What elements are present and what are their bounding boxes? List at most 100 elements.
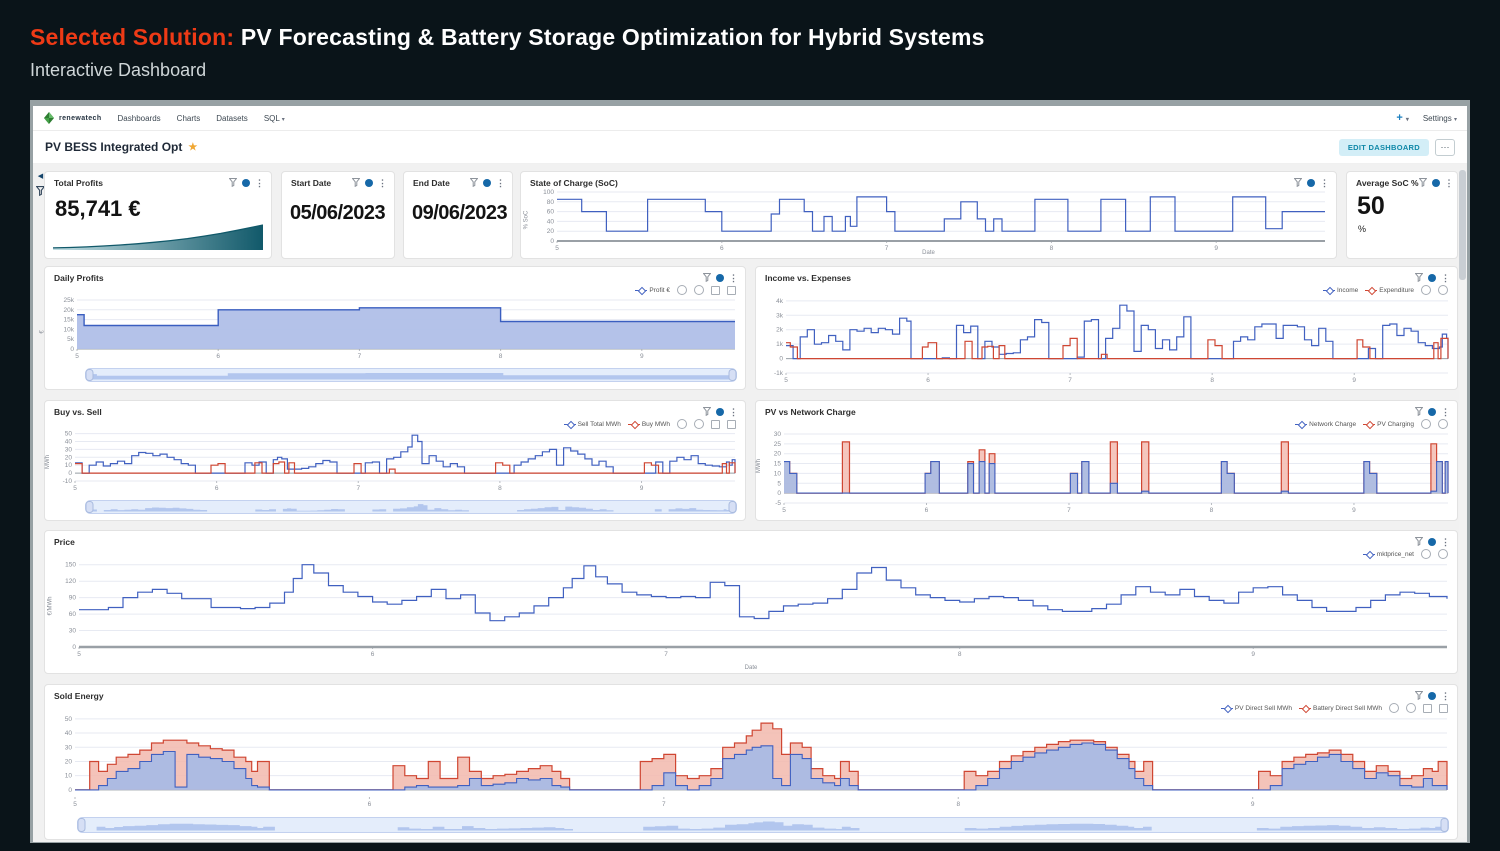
zoom-icon[interactable] xyxy=(677,285,687,295)
cross-filter-badge[interactable] xyxy=(1428,273,1436,282)
legend-item[interactable]: PV Charging xyxy=(1363,421,1414,428)
kebab-menu-icon[interactable]: ⋮ xyxy=(729,406,738,417)
kebab-menu-icon[interactable]: ⋮ xyxy=(496,177,505,188)
kebab-menu-icon[interactable]: ⋮ xyxy=(1441,406,1450,417)
pv-network-chart[interactable]: -5 0 5 10 15 20 25 30 5 6 7 8 9 xyxy=(762,429,1452,515)
brand-name: renewatech xyxy=(59,114,102,122)
svg-text:0: 0 xyxy=(68,470,72,477)
cross-filter-badge[interactable] xyxy=(1428,407,1436,416)
svg-text:8: 8 xyxy=(1210,377,1214,384)
cross-filter-badge[interactable] xyxy=(483,178,491,187)
save-image-icon[interactable] xyxy=(1423,703,1432,713)
cross-filter-badge[interactable] xyxy=(365,178,373,187)
restore-icon[interactable] xyxy=(1406,703,1416,713)
vertical-scrollbar[interactable] xyxy=(1459,168,1466,838)
filter-icon[interactable] xyxy=(470,178,478,187)
filter-icon[interactable] xyxy=(1294,178,1302,187)
svg-text:7: 7 xyxy=(1067,507,1071,514)
buy-sell-chart[interactable]: -10 0 10 20 30 40 50 5 6 7 8 9 xyxy=(51,429,739,493)
cross-filter-badge[interactable] xyxy=(716,407,724,416)
legend-item[interactable]: Income xyxy=(1322,287,1358,294)
filter-icon[interactable] xyxy=(1415,691,1423,700)
copy-icon[interactable] xyxy=(1439,703,1448,713)
kebab-menu-icon[interactable]: ⋮ xyxy=(378,177,387,188)
scrollbar-thumb[interactable] xyxy=(1459,170,1466,280)
filter-icon[interactable] xyxy=(1415,407,1423,416)
svg-text:150: 150 xyxy=(65,562,76,569)
panel-title: Start Date xyxy=(291,177,332,188)
svg-text:20: 20 xyxy=(65,758,73,765)
nav-datasets[interactable]: Datasets xyxy=(216,113,248,123)
restore-icon[interactable] xyxy=(1438,549,1448,559)
edit-dashboard-button[interactable]: EDIT DASHBOARD xyxy=(1338,138,1429,156)
nav-sql[interactable]: SQL ▾ xyxy=(263,113,285,123)
daily-zoom-slider[interactable] xyxy=(85,368,737,382)
zoom-icon[interactable] xyxy=(1421,285,1431,295)
copy-icon[interactable] xyxy=(727,419,736,429)
zoom-icon[interactable] xyxy=(1421,419,1431,429)
legend-item[interactable]: Buy MWh xyxy=(627,421,670,428)
restore-icon[interactable] xyxy=(694,285,704,295)
filter-icon[interactable] xyxy=(1415,537,1423,546)
zoom-icon[interactable] xyxy=(677,419,687,429)
legend-item[interactable]: mktprice_net xyxy=(1362,551,1414,558)
kebab-menu-icon[interactable]: ⋮ xyxy=(1320,177,1329,188)
save-image-icon[interactable] xyxy=(711,285,720,295)
restore-icon[interactable] xyxy=(1438,285,1448,295)
favorite-star-icon[interactable]: ★ xyxy=(188,141,198,153)
cross-filter-badge[interactable] xyxy=(1307,178,1315,187)
new-item-button[interactable]: + ▾ xyxy=(1396,112,1409,124)
restore-icon[interactable] xyxy=(694,419,704,429)
income-expenses-chart[interactable]: -1k 0 1k 2k 3k 4k 5 6 7 8 9 xyxy=(762,295,1452,385)
zoom-icon[interactable] xyxy=(1389,703,1399,713)
svg-text:9: 9 xyxy=(640,485,644,492)
sold-energy-chart[interactable]: 0 10 20 30 40 50 5 6 7 8 9 xyxy=(53,713,1451,809)
kebab-menu-icon[interactable]: ⋮ xyxy=(1441,272,1450,283)
legend-item[interactable]: Profit € xyxy=(635,287,670,294)
legend-item[interactable]: PV Direct Sell MWh xyxy=(1220,705,1292,712)
svg-text:0: 0 xyxy=(550,238,554,245)
settings-menu[interactable]: Settings ▾ xyxy=(1422,113,1457,123)
dashboard-window: renewatech Dashboards Charts Datasets SQ… xyxy=(30,100,1470,843)
app-navbar: renewatech Dashboards Charts Datasets SQ… xyxy=(33,106,1467,131)
copy-icon[interactable] xyxy=(727,285,736,295)
svg-text:100: 100 xyxy=(543,189,554,196)
brand-logo[interactable]: renewatech xyxy=(43,112,102,124)
filter-icon[interactable] xyxy=(229,178,237,187)
restore-icon[interactable] xyxy=(1438,419,1448,429)
soc-chart[interactable]: 0 20 40 60 80 100 5 6 7 8 9 xyxy=(533,187,1329,253)
save-image-icon[interactable] xyxy=(711,419,720,429)
cross-filter-badge[interactable] xyxy=(716,273,724,282)
kebab-menu-icon[interactable]: ⋮ xyxy=(255,177,264,188)
svg-text:3k: 3k xyxy=(776,312,784,319)
svg-text:25k: 25k xyxy=(64,297,75,304)
filter-icon[interactable] xyxy=(1415,273,1423,282)
kebab-menu-icon[interactable]: ⋮ xyxy=(1441,536,1450,547)
filter-icon[interactable] xyxy=(703,407,711,416)
logo-icon xyxy=(44,112,54,124)
nav-charts[interactable]: Charts xyxy=(176,113,201,123)
legend-item[interactable]: Sell Total MWh xyxy=(563,421,621,428)
cross-filter-badge[interactable] xyxy=(242,178,250,187)
price-chart[interactable]: 0 30 60 90 120 150 5 6 7 8 9 xyxy=(53,559,1451,659)
nav-dashboards[interactable]: Dashboards xyxy=(117,113,161,123)
legend-item[interactable]: Expenditure xyxy=(1365,287,1414,294)
legend-item[interactable]: Battery Direct Sell MWh xyxy=(1299,705,1382,712)
filter-icon[interactable] xyxy=(703,273,711,282)
kebab-menu-icon[interactable]: ⋮ xyxy=(1444,177,1454,188)
cross-filter-badge[interactable] xyxy=(1428,691,1436,700)
more-options-button[interactable]: ⋯ xyxy=(1435,138,1455,156)
svg-text:20: 20 xyxy=(65,454,73,461)
buysell-zoom-slider[interactable] xyxy=(85,500,737,514)
kebab-menu-icon[interactable]: ⋮ xyxy=(729,272,738,283)
filter-icon[interactable] xyxy=(1418,178,1427,187)
sold-zoom-slider[interactable] xyxy=(77,817,1449,833)
filter-icon[interactable] xyxy=(352,178,360,187)
zoom-icon[interactable] xyxy=(1421,549,1431,559)
legend-item[interactable]: Network Charge xyxy=(1295,421,1356,428)
collapse-filters-icon[interactable]: ◀ xyxy=(37,173,44,180)
kebab-menu-icon[interactable]: ⋮ xyxy=(1441,690,1450,701)
cross-filter-badge[interactable] xyxy=(1428,537,1436,546)
daily-profits-chart[interactable]: 0 5k 10k 15k 20k 25k 5 6 7 8 9 xyxy=(51,295,739,361)
cross-filter-badge[interactable] xyxy=(1431,178,1440,187)
